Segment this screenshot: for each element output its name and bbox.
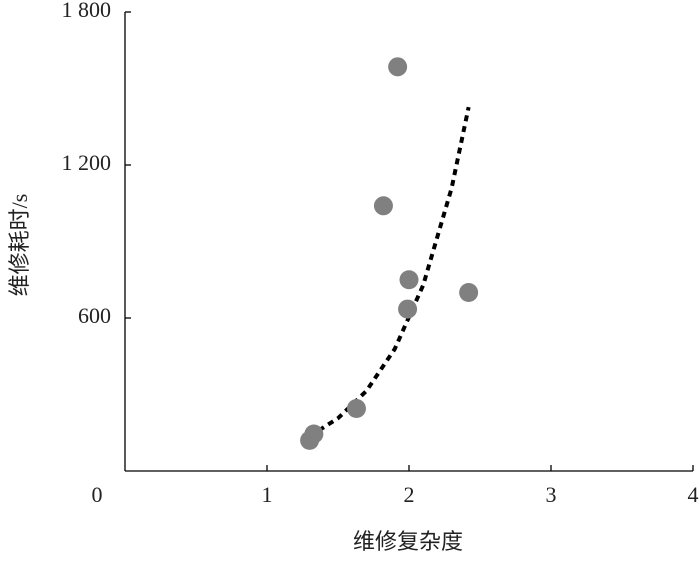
x-axis-label: 维修复杂度 bbox=[353, 529, 463, 554]
point bbox=[459, 283, 479, 302]
point bbox=[398, 299, 418, 319]
x-tick-label: 4 bbox=[688, 482, 699, 507]
y-tick-label: 1 200 bbox=[62, 150, 112, 175]
x-tick-label: 2 bbox=[404, 482, 415, 507]
y-tick-label: 600 bbox=[78, 303, 111, 328]
trendline bbox=[308, 106, 471, 439]
y-tick-label: 1 800 bbox=[62, 0, 112, 22]
x-tick-label: 3 bbox=[546, 482, 557, 507]
x-tick-label: 1 bbox=[262, 482, 273, 507]
point bbox=[346, 399, 366, 419]
y-axis-label: 维修耗时/s bbox=[7, 194, 32, 297]
point bbox=[373, 196, 393, 216]
point bbox=[399, 270, 419, 290]
point bbox=[300, 430, 320, 450]
x-tick-label: 0 bbox=[92, 482, 103, 507]
point bbox=[388, 57, 408, 77]
